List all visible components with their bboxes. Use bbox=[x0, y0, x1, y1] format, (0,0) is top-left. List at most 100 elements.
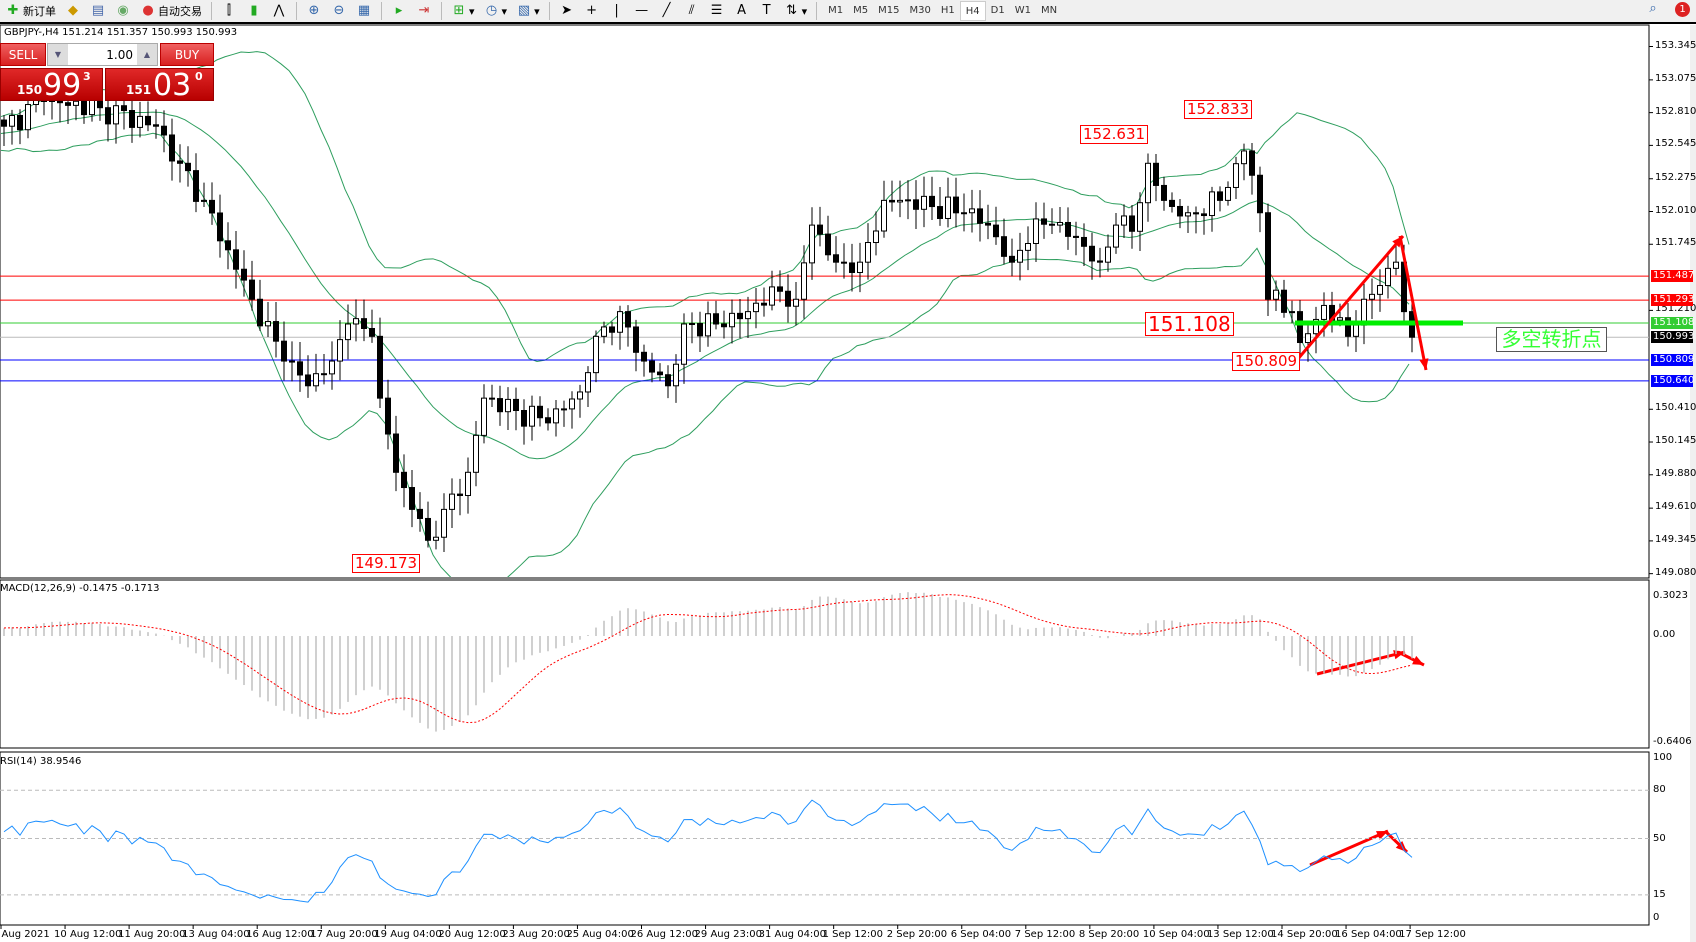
bull-bear-turning-point-label: 多空转折点 bbox=[1496, 327, 1607, 352]
rsi-axis-label: 50 bbox=[1653, 832, 1666, 844]
timeframe-m15[interactable]: M15 bbox=[878, 5, 900, 16]
candle bbox=[817, 206, 823, 247]
autoscroll-button[interactable]: ▸ bbox=[388, 1, 410, 21]
candle-body bbox=[1233, 163, 1239, 188]
candle bbox=[537, 396, 543, 427]
time-axis-label: 6 Sep 04:00 bbox=[950, 929, 1012, 940]
candle-body bbox=[433, 536, 439, 541]
timeframe-d1[interactable]: D1 bbox=[990, 5, 1005, 16]
candle bbox=[281, 321, 287, 381]
candle bbox=[969, 189, 975, 233]
line-chart-button[interactable]: ⋀ bbox=[268, 1, 290, 21]
candle-body bbox=[793, 298, 799, 307]
candle bbox=[329, 341, 335, 390]
time-axis-label: 14 Sep 20:00 bbox=[1271, 929, 1338, 940]
lot-value[interactable]: 1.00 bbox=[106, 47, 133, 62]
crosshair-button[interactable]: + bbox=[581, 1, 603, 21]
candle-body bbox=[1033, 218, 1039, 245]
trendline-button[interactable]: ╱ bbox=[656, 1, 678, 21]
candle bbox=[449, 478, 455, 528]
price-tag: 150.993 bbox=[1651, 331, 1695, 344]
lot-size-input[interactable]: ▼ 1.00 ▲ bbox=[47, 43, 158, 66]
candle bbox=[697, 311, 703, 352]
candle-body bbox=[65, 102, 71, 106]
candle bbox=[569, 391, 575, 429]
timeframe-m30[interactable]: M30 bbox=[909, 5, 931, 16]
arrows-button[interactable]: ⇅ ▾ bbox=[781, 1, 811, 21]
metaeditor-button[interactable]: ◆ bbox=[62, 1, 84, 21]
candle-body bbox=[137, 115, 143, 128]
timeframe-w1[interactable]: W1 bbox=[1014, 5, 1031, 16]
candle-body bbox=[529, 405, 535, 427]
candle bbox=[1265, 203, 1271, 316]
rsi-arrow-up bbox=[1309, 829, 1389, 867]
candle bbox=[1217, 186, 1223, 212]
candle bbox=[601, 321, 607, 344]
search-icon[interactable]: ⌕ bbox=[1649, 1, 1657, 16]
time-axis-label: 23 Aug 20:00 bbox=[502, 929, 570, 940]
candlestick-button[interactable]: ▮ bbox=[243, 1, 265, 21]
candle-body bbox=[1201, 213, 1207, 217]
vertical-line-button[interactable]: | bbox=[606, 1, 628, 21]
timeframe-mn[interactable]: MN bbox=[1040, 5, 1058, 16]
candle bbox=[593, 330, 599, 383]
candle bbox=[585, 366, 591, 408]
ask-price-button[interactable]: 151 03 0 bbox=[105, 68, 214, 102]
candle bbox=[409, 469, 415, 528]
candle-body bbox=[1209, 191, 1215, 217]
lot-decrease-icon[interactable]: ▼ bbox=[48, 44, 68, 65]
text-button[interactable]: A bbox=[731, 1, 753, 21]
bid-price-button[interactable]: 150 99 3 bbox=[0, 68, 103, 102]
candle bbox=[161, 110, 167, 153]
candle bbox=[201, 182, 207, 208]
candle-body bbox=[713, 313, 719, 325]
notification-badge[interactable]: 1 bbox=[1675, 1, 1690, 17]
horizontal-line-button[interactable]: — bbox=[631, 1, 653, 21]
candle bbox=[1001, 218, 1007, 265]
chart-shift-button[interactable]: ⇥ bbox=[413, 1, 435, 21]
candle-body bbox=[953, 196, 959, 214]
new-order-icon: ✚ bbox=[7, 3, 19, 18]
bar-chart-button[interactable]: ⫿ bbox=[218, 1, 240, 21]
fibonacci-button[interactable]: ☰ bbox=[706, 1, 728, 21]
candle-body bbox=[633, 326, 639, 353]
auto-trading-label: 自动交易 bbox=[158, 5, 202, 18]
templates-button[interactable]: ▧ ▾ bbox=[517, 3, 540, 18]
indicators-button[interactable]: ⊞ ▾ bbox=[448, 1, 478, 21]
candle-body bbox=[1369, 293, 1375, 300]
terminal-button[interactable]: ▤ bbox=[87, 1, 109, 21]
buy-button[interactable]: BUY bbox=[160, 43, 214, 66]
candle bbox=[1305, 321, 1311, 362]
lot-increase-icon[interactable]: ▲ bbox=[137, 44, 157, 65]
timeframe-m1[interactable]: M1 bbox=[828, 5, 844, 16]
candle bbox=[657, 363, 663, 381]
zoom-out-button[interactable]: ⊖ bbox=[328, 1, 350, 21]
auto-trading-button[interactable]: ● 自动交易 bbox=[137, 1, 205, 21]
database-icon: ▤ bbox=[91, 3, 105, 18]
candle bbox=[1201, 208, 1207, 235]
candle bbox=[25, 97, 31, 139]
channel-button[interactable]: ⫽ bbox=[681, 1, 703, 21]
candle-body bbox=[241, 268, 247, 281]
signals-button[interactable]: ◉ bbox=[112, 1, 134, 21]
periods-button[interactable]: ◷ ▾ bbox=[481, 1, 511, 21]
timeframe-h4[interactable]: H4 bbox=[959, 1, 986, 21]
price-axis-label: 152.810 bbox=[1655, 105, 1696, 117]
candle-body bbox=[17, 114, 23, 131]
timeframe-m5[interactable]: M5 bbox=[853, 5, 869, 16]
candle-body bbox=[193, 170, 199, 202]
candlestick-icon: ▮ bbox=[250, 3, 258, 18]
trend-arrow-up bbox=[1295, 235, 1405, 361]
timeframe-h1[interactable]: H1 bbox=[940, 5, 955, 16]
symbol-info: GBPJPY-,H4 151.214 151.357 150.993 150.9… bbox=[4, 27, 238, 38]
candle-body bbox=[849, 262, 855, 273]
zoom-in-button[interactable]: ⊕ bbox=[303, 1, 325, 21]
new-order-button[interactable]: ✚ 新订单 bbox=[2, 1, 59, 21]
cursor-button[interactable]: ➤ bbox=[556, 1, 578, 21]
text-label-button[interactable]: T bbox=[756, 1, 778, 21]
tile-windows-button[interactable]: ▦ bbox=[353, 1, 375, 21]
candle-body bbox=[769, 286, 775, 306]
candle-body bbox=[417, 508, 423, 519]
sell-button[interactable]: SELL bbox=[0, 43, 46, 66]
